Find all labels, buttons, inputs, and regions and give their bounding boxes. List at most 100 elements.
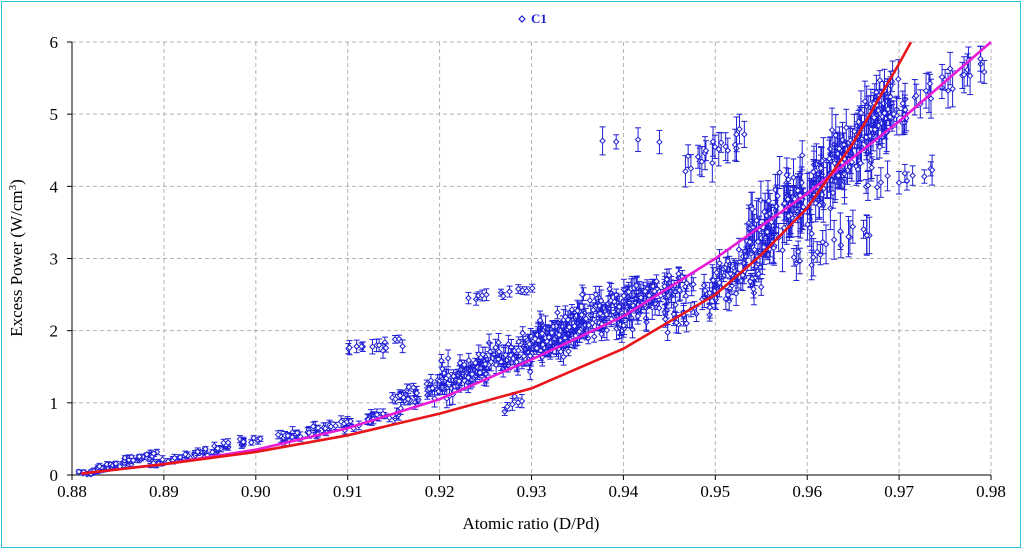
diamond-marker bbox=[373, 411, 381, 419]
diamond-marker bbox=[706, 289, 713, 297]
diamond-marker bbox=[404, 395, 412, 403]
diamond-marker bbox=[75, 468, 83, 476]
diamond-marker bbox=[732, 290, 740, 297]
diamond-marker bbox=[589, 306, 597, 314]
data-point bbox=[399, 339, 406, 354]
diamond-marker bbox=[150, 450, 158, 457]
data-point bbox=[523, 286, 531, 296]
data-point bbox=[578, 308, 585, 321]
diamond-marker bbox=[675, 270, 682, 277]
diamond-marker bbox=[571, 322, 578, 330]
diamond-marker bbox=[386, 414, 393, 422]
diamond-marker bbox=[844, 167, 851, 174]
diamond-marker bbox=[867, 156, 875, 164]
x-tick-label: 0.98 bbox=[976, 482, 1006, 501]
diamond-marker bbox=[214, 445, 222, 452]
diamond-marker bbox=[574, 307, 581, 315]
diamond-marker bbox=[346, 344, 353, 351]
diamond-marker bbox=[785, 176, 792, 183]
diamond-marker bbox=[717, 139, 725, 146]
diamond-marker bbox=[733, 131, 740, 138]
data-point bbox=[75, 468, 83, 476]
data-point bbox=[687, 154, 695, 183]
diamond-marker bbox=[651, 287, 658, 295]
data-point bbox=[96, 462, 103, 470]
data-point bbox=[159, 455, 166, 465]
diamond-marker bbox=[620, 292, 628, 300]
data-point bbox=[574, 299, 581, 322]
diamond-marker bbox=[683, 279, 691, 287]
diamond-marker bbox=[690, 280, 697, 288]
data-point bbox=[842, 108, 850, 147]
data-point bbox=[413, 385, 421, 401]
diamond-marker bbox=[220, 439, 227, 447]
diamond-marker bbox=[487, 358, 495, 366]
diamond-marker bbox=[129, 457, 137, 464]
diamond-marker bbox=[754, 238, 762, 246]
diamond-marker bbox=[716, 259, 723, 267]
diamond-marker bbox=[702, 147, 710, 154]
data-point bbox=[835, 162, 842, 189]
diamond-marker bbox=[724, 291, 732, 299]
diamond-marker bbox=[565, 323, 573, 331]
diamond-marker bbox=[461, 361, 468, 369]
diamond-marker bbox=[519, 329, 526, 337]
diamond-marker bbox=[519, 287, 526, 294]
x-tick-label: 0.94 bbox=[609, 482, 639, 501]
diamond-marker bbox=[536, 316, 544, 324]
diamond-marker bbox=[606, 285, 613, 293]
x-tick-labels: 0.88 0.89 0.90 0.91 0.92 0.93 0.94 0.95 0.96 0.97… bbox=[57, 482, 1006, 501]
diamond-marker bbox=[687, 165, 695, 172]
diamond-marker bbox=[835, 145, 843, 152]
data-point bbox=[739, 259, 747, 292]
y-tick-label: 1 bbox=[50, 394, 59, 413]
data-point bbox=[599, 126, 606, 156]
diamond-marker bbox=[664, 329, 671, 336]
diamond-marker bbox=[455, 377, 463, 385]
data-point bbox=[495, 345, 503, 359]
diamond-marker bbox=[332, 422, 339, 430]
data-point bbox=[741, 120, 748, 148]
data-point bbox=[353, 339, 360, 354]
data-point bbox=[868, 156, 876, 179]
data-point bbox=[867, 117, 874, 155]
diamond-marker bbox=[472, 359, 479, 367]
data-point bbox=[722, 132, 729, 161]
y-tick-label: 4 bbox=[50, 177, 59, 196]
diamond-marker bbox=[528, 284, 536, 292]
data-point bbox=[400, 391, 407, 404]
diamond-marker bbox=[603, 326, 611, 334]
diamond-marker bbox=[586, 297, 594, 304]
diamond-marker bbox=[176, 453, 184, 461]
data-point bbox=[757, 180, 765, 220]
diamond-marker bbox=[682, 168, 689, 175]
data-point bbox=[611, 292, 618, 311]
data-point bbox=[770, 232, 778, 264]
data-point bbox=[653, 274, 660, 289]
diamond-marker bbox=[327, 423, 335, 430]
data-point bbox=[757, 278, 765, 296]
diamond-marker bbox=[625, 288, 633, 296]
diamond-marker bbox=[495, 348, 503, 356]
diamond-marker bbox=[661, 282, 668, 290]
diamond-marker bbox=[761, 208, 768, 216]
diamond-marker bbox=[857, 109, 865, 117]
diamond-marker bbox=[578, 291, 586, 298]
data-point bbox=[565, 321, 573, 333]
diamond-marker bbox=[828, 126, 836, 134]
data-point bbox=[548, 320, 556, 345]
diamond-marker bbox=[509, 401, 516, 408]
diamond-marker bbox=[706, 303, 714, 311]
diamond-marker bbox=[670, 310, 678, 318]
data-point bbox=[136, 453, 143, 460]
diamond-marker bbox=[465, 294, 472, 302]
data-point bbox=[492, 338, 499, 357]
diamond-marker bbox=[248, 439, 255, 446]
data-point bbox=[309, 421, 317, 432]
data-point bbox=[709, 143, 716, 183]
data-point bbox=[439, 362, 446, 376]
diamond-marker bbox=[250, 434, 257, 442]
data-point bbox=[760, 229, 768, 265]
data-point bbox=[670, 302, 678, 327]
